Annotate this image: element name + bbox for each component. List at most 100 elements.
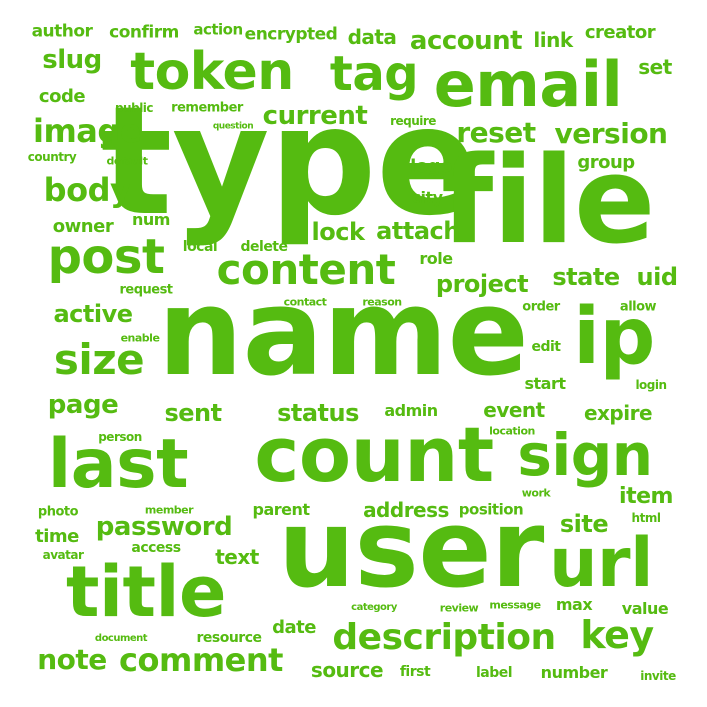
word-expire: expire [583, 401, 653, 425]
word-time: time [35, 526, 79, 547]
word-project: project [435, 270, 529, 298]
word-attach: attach [376, 217, 460, 245]
word-active: active [53, 300, 133, 328]
word-category: category [351, 602, 397, 613]
word-delete: delete [240, 239, 289, 255]
word-action: action [193, 20, 243, 39]
word-work: work [521, 486, 551, 500]
word-enable: enable [120, 331, 160, 345]
word-uid: uid [636, 263, 679, 291]
word-post: post [47, 229, 165, 285]
word-value: value [621, 599, 669, 618]
word-date: date [272, 617, 316, 638]
word-max: max [555, 595, 593, 614]
word-description: description [332, 617, 556, 658]
word-invite: invite [640, 669, 676, 683]
word-ip: ip [573, 292, 655, 382]
word-member: member [144, 503, 194, 517]
word-source: source [310, 658, 384, 682]
word-email: email [433, 48, 623, 121]
word-start: start [524, 374, 566, 393]
word-name: name [157, 264, 529, 403]
word-request: request [119, 282, 173, 298]
word-order: order [522, 299, 560, 315]
word-contact: contact [283, 295, 327, 309]
word-first: first [399, 664, 431, 680]
word-html: html [631, 511, 661, 525]
word-resource: resource [196, 630, 262, 646]
word-last: last [47, 425, 189, 504]
word-image: image [32, 112, 142, 150]
word-slug: slug [42, 45, 102, 75]
word-token: token [130, 42, 294, 102]
word-document: document [94, 633, 148, 644]
word-size: size [53, 335, 145, 384]
word-edit: edit [531, 339, 561, 355]
word-version: version [554, 117, 668, 150]
word-parent: parent [252, 500, 310, 519]
word-label: label [475, 665, 513, 681]
word-number: number [540, 663, 608, 682]
word-require: require [390, 114, 436, 128]
word-encrypted: encrypted [244, 24, 338, 45]
word-location: location [489, 424, 535, 438]
word-file: file [441, 132, 655, 271]
word-person: person [98, 430, 142, 444]
word-type: type [100, 75, 478, 249]
word-password: password [95, 512, 233, 542]
word-city: city [411, 188, 443, 207]
word-admin: admin [384, 401, 438, 420]
word-link: link [533, 28, 573, 52]
word-public: public [114, 101, 154, 115]
word-review: review [439, 601, 479, 615]
word-count: count [254, 410, 494, 499]
word-allow: allow [619, 299, 657, 315]
word-avatar: avatar [42, 548, 84, 562]
word-sign: sign [517, 421, 653, 489]
word-state: state [552, 263, 620, 291]
word-current: current [262, 101, 368, 131]
word-author: author [31, 21, 93, 42]
word-country: country [27, 150, 77, 164]
word-local: local [182, 239, 218, 255]
word-remember: remember [171, 100, 243, 116]
word-logo: logo [410, 156, 452, 177]
word-account: account [409, 26, 523, 56]
word-message: message [489, 598, 541, 612]
word-key: key [580, 613, 654, 657]
word-text: text [215, 545, 259, 569]
word-comment: comment [119, 641, 283, 679]
word-reset: reset [456, 116, 536, 149]
word-lock: lock [311, 218, 365, 246]
word-body: body [43, 171, 131, 209]
word-page: page [47, 390, 119, 420]
word-set: set [638, 55, 672, 79]
word-role: role [419, 249, 453, 268]
word-code: code [38, 86, 86, 107]
word-item: item [619, 484, 673, 509]
word-address: address [363, 498, 449, 522]
word-url: url [549, 524, 653, 603]
word-note: note [37, 643, 107, 676]
word-creator: creator [584, 22, 656, 43]
word-num: num [132, 210, 170, 229]
word-title: title [66, 551, 226, 633]
word-event: event [483, 398, 545, 422]
word-question: question [212, 121, 254, 132]
word-status: status [277, 399, 359, 427]
word-tag: tag [329, 46, 419, 102]
word-sent: sent [164, 399, 222, 427]
word-data: data [347, 25, 397, 49]
word-group: group [577, 152, 635, 173]
word-content: content [216, 245, 396, 294]
word-owner: owner [52, 216, 114, 237]
word-default: default [106, 154, 148, 168]
word-login: login [635, 378, 667, 392]
word-reason: reason [362, 295, 402, 309]
word-access: access [131, 540, 181, 556]
word-user: user [278, 487, 544, 612]
word-site: site [559, 510, 609, 538]
word-confirm: confirm [109, 22, 179, 43]
word-position: position [458, 500, 524, 519]
